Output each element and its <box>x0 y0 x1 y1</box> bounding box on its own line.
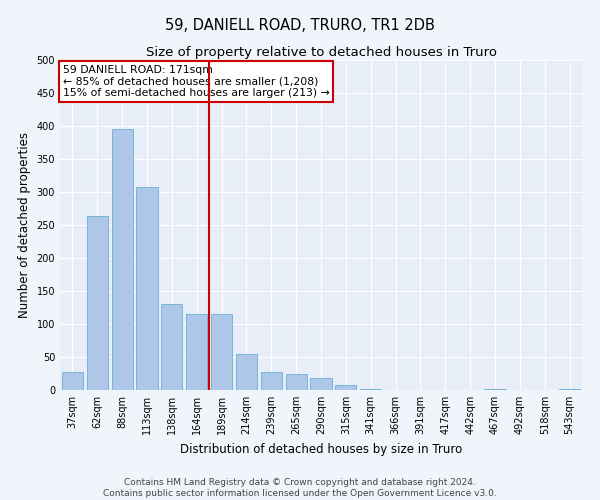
Bar <box>286 374 307 390</box>
Bar <box>136 186 158 390</box>
Bar <box>484 388 506 390</box>
Bar <box>335 384 356 390</box>
Bar <box>236 354 257 390</box>
Text: Contains HM Land Registry data © Crown copyright and database right 2024.
Contai: Contains HM Land Registry data © Crown c… <box>103 478 497 498</box>
Bar <box>112 130 133 390</box>
Title: Size of property relative to detached houses in Truro: Size of property relative to detached ho… <box>146 46 497 59</box>
Bar <box>161 304 182 390</box>
X-axis label: Distribution of detached houses by size in Truro: Distribution of detached houses by size … <box>180 442 462 456</box>
Text: 59, DANIELL ROAD, TRURO, TR1 2DB: 59, DANIELL ROAD, TRURO, TR1 2DB <box>165 18 435 32</box>
Bar <box>559 388 580 390</box>
Bar <box>261 372 282 390</box>
Bar <box>186 314 207 390</box>
Bar <box>310 378 332 390</box>
Bar <box>87 216 108 390</box>
Text: 59 DANIELL ROAD: 171sqm
← 85% of detached houses are smaller (1,208)
15% of semi: 59 DANIELL ROAD: 171sqm ← 85% of detache… <box>62 65 329 98</box>
Bar <box>211 314 232 390</box>
Bar <box>62 372 83 390</box>
Bar <box>360 388 381 390</box>
Y-axis label: Number of detached properties: Number of detached properties <box>18 132 31 318</box>
